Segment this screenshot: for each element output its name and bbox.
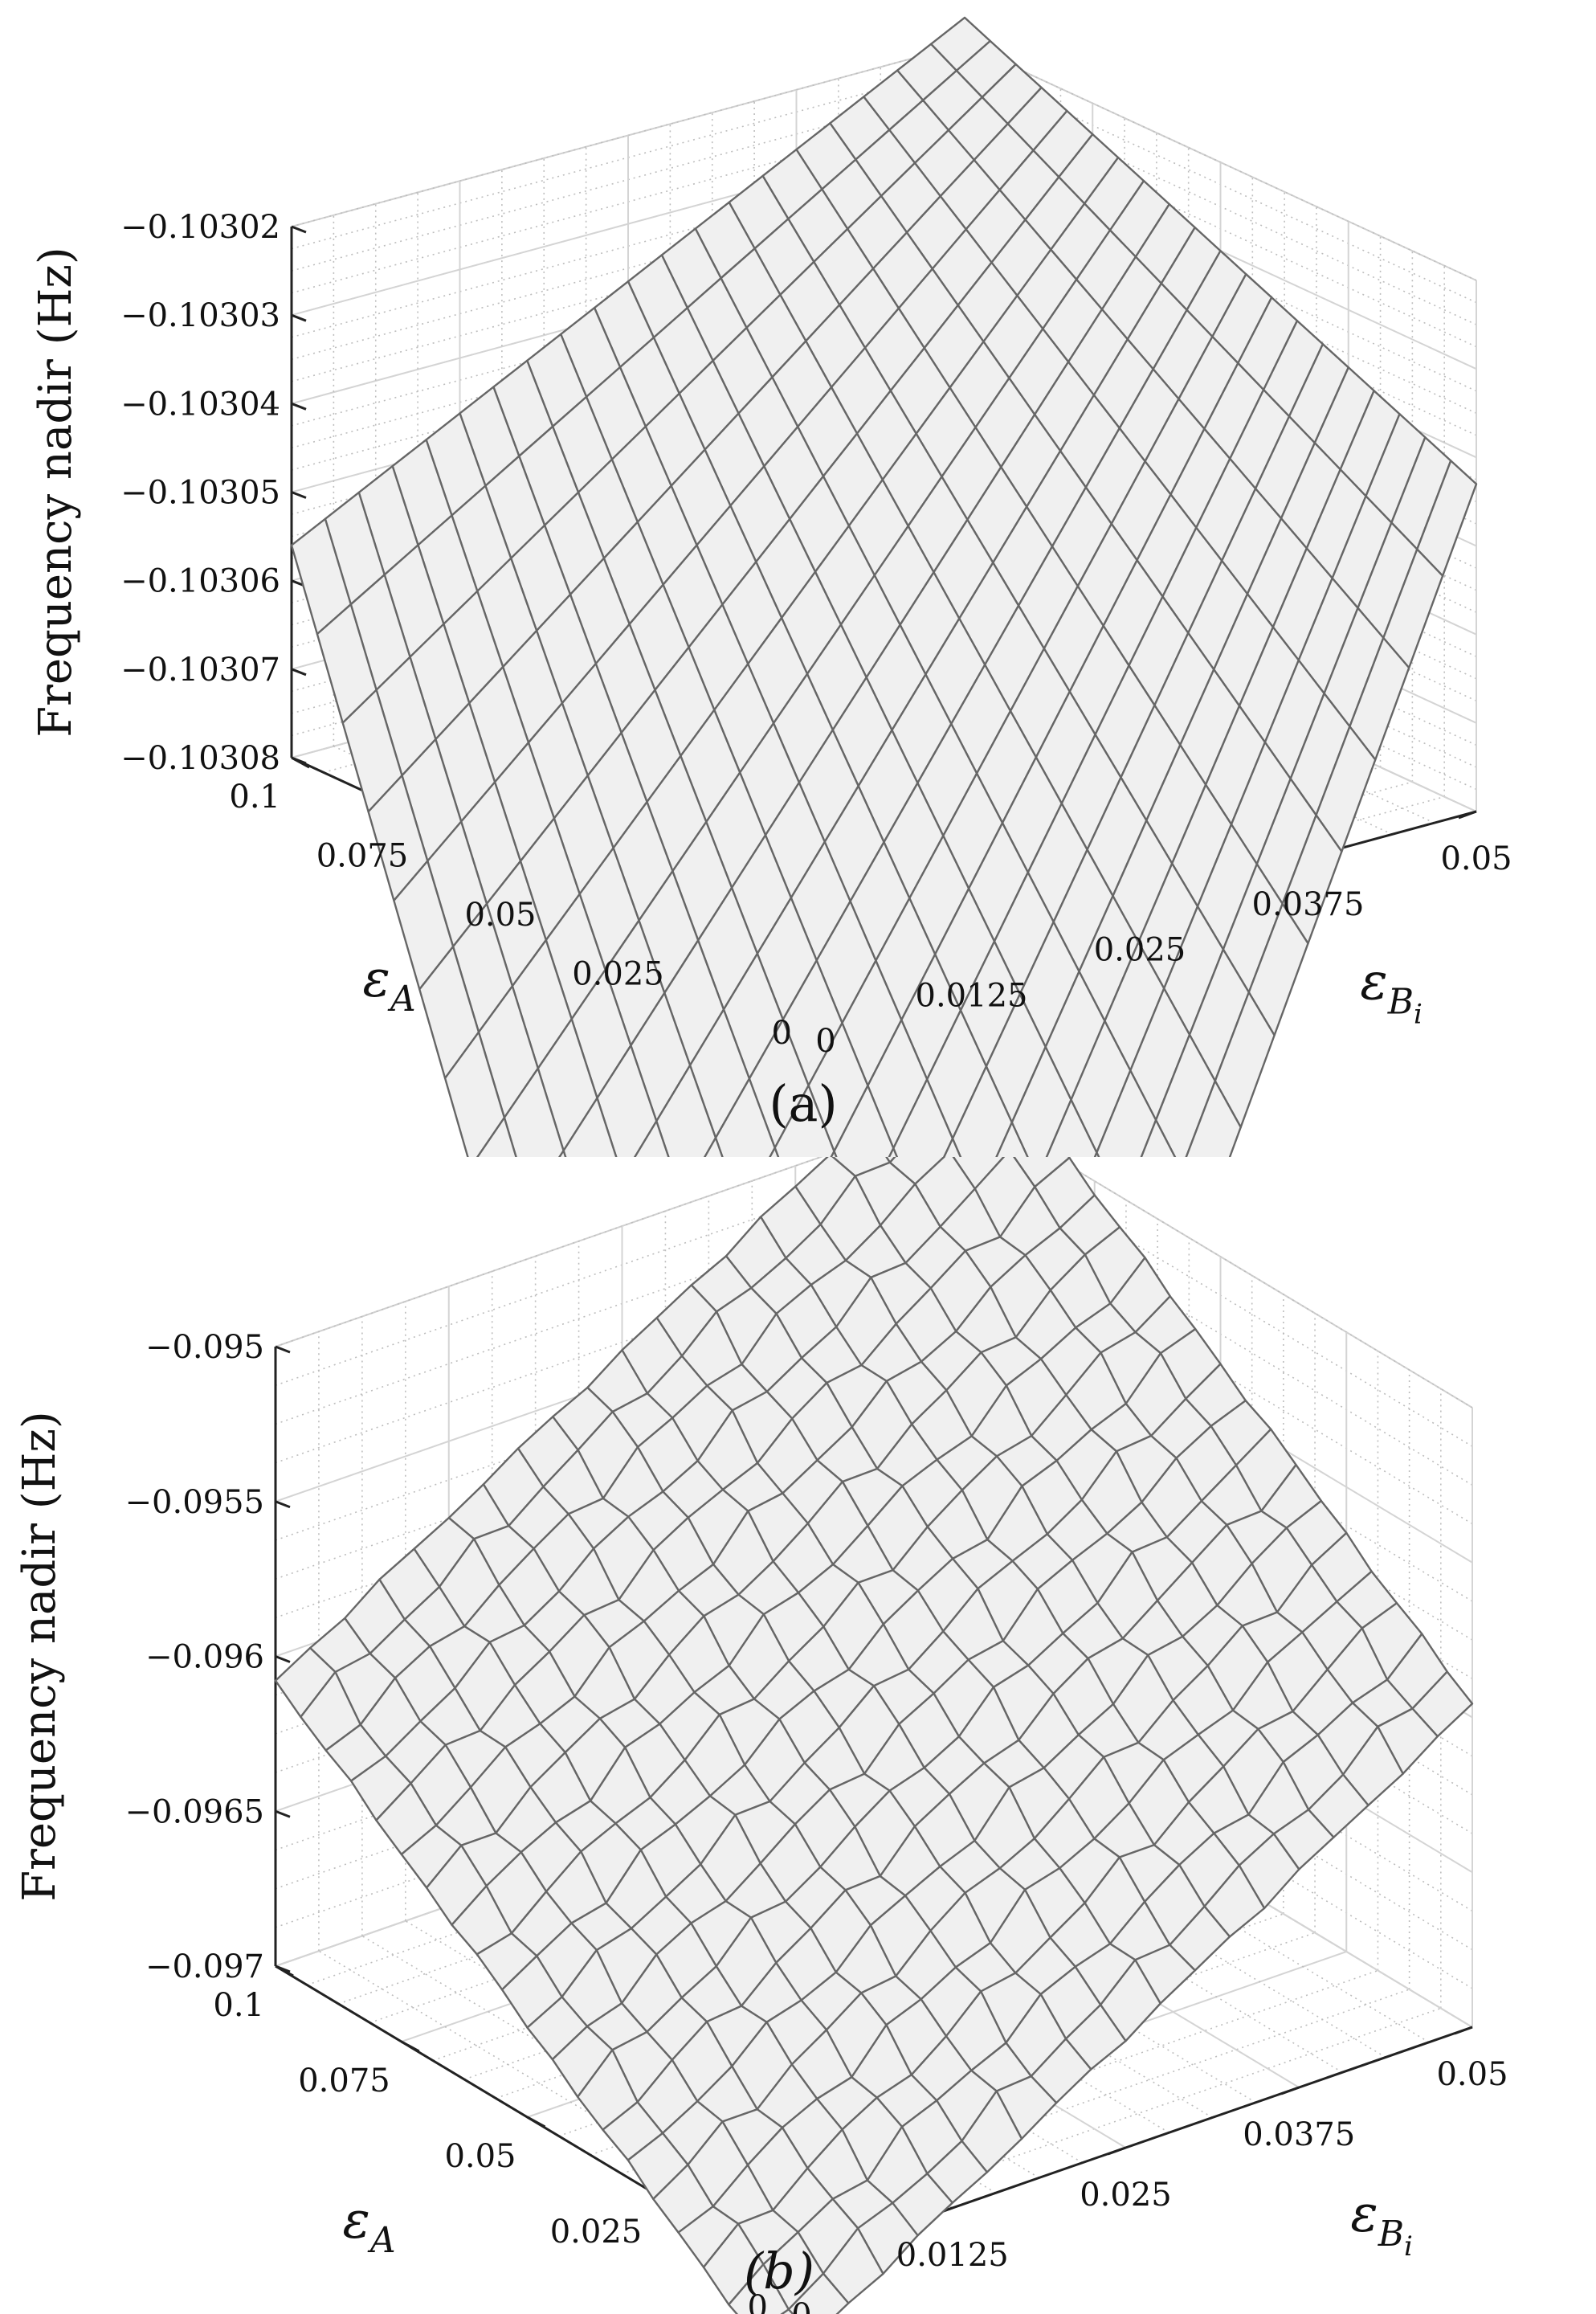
figure-caption: (b) bbox=[744, 2242, 814, 2300]
epsB-axis-title: εBi bbox=[1350, 2185, 1413, 2263]
epsA-tick-label: 0.025 bbox=[572, 956, 664, 993]
surface-patch bbox=[774, 1084, 835, 1157]
epsA-tick-label: 0.05 bbox=[464, 897, 536, 934]
epsB-tick-label: 0 bbox=[791, 2297, 811, 2314]
surface-mesh bbox=[274, 1157, 1474, 2314]
z-tick-label: −0.10305 bbox=[120, 475, 280, 512]
z-tick bbox=[275, 1345, 291, 1354]
z-tick-label: −0.096 bbox=[145, 1639, 264, 1676]
epsA-tick-label: 0 bbox=[772, 1015, 792, 1052]
epsB-tick-label: 0.0375 bbox=[1243, 2116, 1355, 2153]
z-tick bbox=[275, 1655, 291, 1663]
epsA-tick-label: 0.05 bbox=[444, 2138, 516, 2175]
z-tick bbox=[275, 1500, 291, 1509]
surface-patch bbox=[633, 1120, 670, 1157]
epsA-axis-title: εA bbox=[343, 2191, 396, 2261]
epsB-tick bbox=[1454, 2026, 1473, 2035]
epsB-tick-label: 0.0125 bbox=[896, 2237, 1009, 2274]
surface-patch bbox=[769, 1147, 780, 1157]
epsA-tick bbox=[291, 756, 310, 769]
surface-mesh bbox=[290, 16, 1478, 1157]
surface-plot-b: −0.097 −0.0965 −0.096 −0.0955 −0.095 0 0.025 0.… bbox=[14, 1157, 1508, 2314]
surface-patch bbox=[562, 1097, 618, 1157]
z-tick-label: −0.095 bbox=[145, 1329, 264, 1366]
surface-patch bbox=[476, 1116, 517, 1157]
epsA-axis-title: εA bbox=[363, 950, 416, 1020]
epsA-tick bbox=[275, 1964, 294, 1977]
z-tick-label: −0.097 bbox=[145, 1948, 264, 1985]
figure-caption: (a) bbox=[769, 1074, 837, 1133]
surface-patch bbox=[1185, 1080, 1242, 1157]
z-tick bbox=[275, 1809, 291, 1818]
labels: −0.10308 −0.10307 −0.10306 −0.10305 −0.10304… bbox=[30, 209, 1512, 1133]
z-tick-label: −0.0965 bbox=[125, 1793, 264, 1830]
epsB-tick-label: 0.025 bbox=[1080, 2177, 1172, 2214]
epsB-tick-label: 0.0125 bbox=[916, 977, 1028, 1014]
epsA-tick-label: 0.075 bbox=[298, 2063, 390, 2099]
epsB-tick-label: 0 bbox=[815, 1023, 835, 1060]
epsA-tick-label: 0.025 bbox=[550, 2214, 643, 2251]
surface-patch bbox=[1093, 1151, 1100, 1157]
epsA-tick bbox=[401, 2040, 420, 2053]
z-axis-title: Frequency nadir (Hz) bbox=[14, 1411, 66, 1902]
epsA-tick-label: 0.1 bbox=[229, 779, 280, 816]
surface-patch bbox=[892, 1078, 954, 1157]
surface-patch bbox=[1140, 1118, 1177, 1157]
epsA-tick-label: 0 bbox=[748, 2289, 768, 2314]
z-tick-label: −0.10308 bbox=[120, 740, 280, 777]
labels: −0.097 −0.0965 −0.096 −0.0955 −0.095 0 0.025 0.… bbox=[14, 1329, 1508, 2314]
surface-patch bbox=[714, 1077, 776, 1157]
z-tick bbox=[291, 313, 307, 322]
surface-patch bbox=[704, 1136, 724, 1157]
figure-a: −0.10308 −0.10307 −0.10306 −0.10305 −0.10304… bbox=[30, 16, 1512, 1157]
epsB-tick-label: 0.0375 bbox=[1252, 886, 1365, 923]
epsB-tick-label: 0.05 bbox=[1440, 840, 1512, 877]
epsA-tick-label: 0.075 bbox=[316, 838, 409, 875]
epsB-tick bbox=[1280, 2086, 1300, 2095]
z-tick bbox=[291, 402, 307, 411]
surface-patch bbox=[888, 1147, 899, 1157]
epsA-tick-label: 0.1 bbox=[213, 1987, 264, 2024]
surface-patch bbox=[943, 1137, 962, 1157]
z-tick-label: −0.0955 bbox=[125, 1484, 264, 1521]
figure-b: −0.097 −0.0965 −0.096 −0.0955 −0.095 0 0.025 0.… bbox=[0, 1157, 1596, 2314]
surface-patch bbox=[830, 1150, 838, 1157]
surface-patch bbox=[558, 1149, 567, 1157]
z-tick-label: −0.10306 bbox=[120, 563, 280, 600]
surface-patch bbox=[787, 2272, 850, 2314]
epsB-axis-title: εBi bbox=[1360, 953, 1423, 1031]
z-tick bbox=[291, 491, 307, 499]
z-tick bbox=[291, 225, 307, 234]
surface-patch bbox=[728, 2263, 790, 2314]
epsB-tick-label: 0.025 bbox=[1094, 932, 1186, 969]
epsA-tick bbox=[526, 2116, 546, 2128]
surface-patch bbox=[995, 1121, 1029, 1157]
z-tick-label: −0.10302 bbox=[120, 209, 280, 246]
surface-plot-a: −0.10308 −0.10307 −0.10306 −0.10305 −0.10304… bbox=[30, 16, 1512, 1157]
epsB-tick bbox=[1107, 2146, 1127, 2156]
z-tick-label: −0.10303 bbox=[120, 297, 280, 334]
epsB-tick-label: 0.05 bbox=[1436, 2056, 1508, 2093]
surface-patch bbox=[1045, 1098, 1098, 1157]
surface-patch bbox=[780, 2308, 794, 2314]
epsB-tick bbox=[1458, 810, 1477, 820]
grid-epsB-floor bbox=[318, 1950, 823, 2254]
z-tick bbox=[291, 668, 307, 677]
z-axis-title: Frequency nadir (Hz) bbox=[30, 247, 82, 738]
z-tick-label: −0.10307 bbox=[120, 652, 280, 689]
surface-patch bbox=[833, 1084, 895, 1157]
z-tick-label: −0.10304 bbox=[120, 386, 280, 423]
